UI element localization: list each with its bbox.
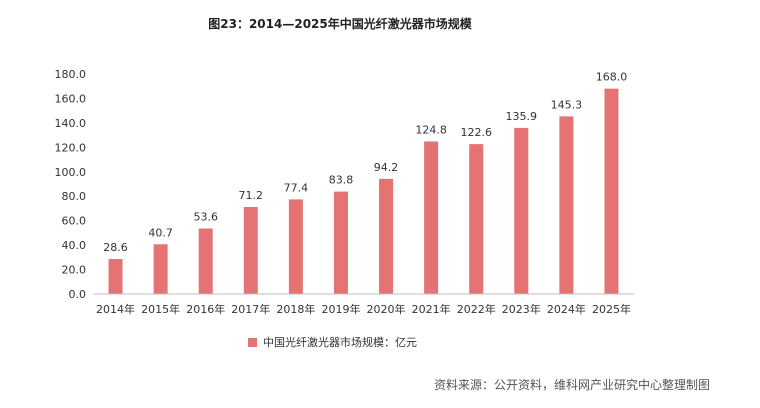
data-label: 168.0: [596, 71, 628, 84]
legend: 中国光纤激光器市场规模：亿元: [248, 334, 417, 350]
x-tick-label: 2014年: [96, 302, 135, 316]
data-label: 83.8: [329, 174, 354, 187]
data-label: 53.6: [193, 210, 218, 223]
y-tick-label: 100.0: [55, 166, 87, 179]
bar: [559, 116, 574, 295]
x-tick-label: 2024年: [547, 302, 586, 316]
bar: [604, 88, 619, 295]
x-tick-label: 2018年: [276, 302, 315, 316]
x-tick-label: 2022年: [457, 302, 496, 316]
data-label: 145.3: [551, 98, 583, 111]
data-label: 71.2: [239, 189, 264, 202]
x-tick-label: 2021年: [412, 302, 451, 316]
y-tick-label: 80.0: [62, 190, 87, 203]
x-tick-label: 2016年: [186, 302, 225, 316]
x-tick-label: 2025年: [592, 302, 631, 316]
bar: [288, 199, 303, 294]
bar: [243, 206, 258, 294]
data-label: 124.8: [415, 123, 447, 136]
y-axis-labels: 0.0 20.0 40.0 60.0 80.0 100.0 120.0 140.0 160.0 1…: [55, 68, 87, 301]
data-label: 122.6: [460, 126, 492, 139]
data-label: 77.4: [284, 181, 309, 194]
x-tick-label: 2015年: [141, 302, 180, 316]
bar: [469, 144, 484, 294]
y-tick-label: 140.0: [55, 117, 87, 130]
bar: [333, 191, 348, 294]
y-tick-label: 20.0: [62, 264, 87, 277]
y-tick-label: 0.0: [69, 288, 87, 301]
bar: [514, 127, 529, 295]
bar: [424, 141, 439, 294]
x-tick-label: 2017年: [231, 302, 270, 316]
x-axis-labels: 2014年 2015年 2016年 2017年 2018年 2019年 2020年 2021年…: [96, 302, 631, 316]
bar: [108, 259, 123, 294]
bar: [198, 228, 213, 294]
data-label: 28.6: [103, 241, 128, 254]
data-label: 40.7: [148, 226, 173, 239]
bar: [153, 244, 168, 294]
x-tick-label: 2019年: [321, 302, 360, 316]
data-labels: 28.6 40.7 53.6 71.2 77.4 83.8 94.2 124.8 122.6 13…: [103, 71, 627, 254]
bars: [108, 88, 619, 295]
legend-label: 中国光纤激光器市场规模：亿元: [263, 336, 417, 349]
y-tick-label: 40.0: [62, 239, 87, 252]
legend-swatch: [248, 337, 257, 347]
bar: [379, 178, 394, 294]
y-tick-label: 120.0: [55, 141, 87, 154]
y-tick-label: 60.0: [62, 215, 87, 228]
x-tick-label: 2023年: [502, 302, 541, 316]
source-note: 资料来源：公开资料，维科网产业研究中心整理制图: [433, 378, 710, 392]
x-tick-label: 2020年: [367, 302, 406, 316]
chart-title: 图23：2014—2025年中国光纤激光器市场规模: [208, 17, 472, 31]
y-tick-label: 180.0: [55, 68, 87, 81]
y-tick-label: 160.0: [55, 92, 87, 105]
data-label: 135.9: [506, 110, 538, 123]
data-label: 94.2: [374, 161, 399, 174]
